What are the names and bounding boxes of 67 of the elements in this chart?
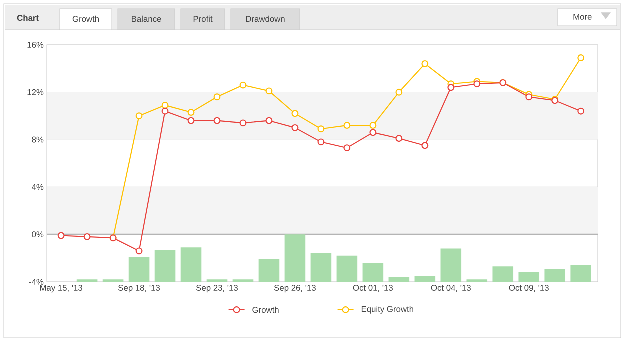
point bbox=[422, 60, 429, 68]
point bbox=[344, 122, 351, 130]
x-tick-label: May 15, '13 bbox=[40, 285, 83, 293]
point bbox=[396, 88, 403, 96]
point bbox=[474, 80, 481, 88]
y-tick-label: 4% bbox=[32, 184, 44, 190]
y-tick-label: -4% bbox=[29, 279, 44, 285]
point bbox=[266, 117, 273, 124]
bar bbox=[154, 250, 176, 282]
point bbox=[188, 117, 195, 124]
text: Balance bbox=[132, 16, 162, 22]
bar bbox=[388, 277, 410, 282]
point bbox=[266, 88, 273, 95]
point bbox=[578, 108, 585, 115]
point bbox=[214, 117, 221, 124]
y-tick-label: 8% bbox=[32, 136, 44, 143]
bar bbox=[258, 259, 280, 282]
bar bbox=[440, 248, 462, 282]
bar bbox=[336, 256, 358, 282]
bar bbox=[180, 248, 202, 282]
point bbox=[422, 142, 429, 150]
point bbox=[240, 82, 247, 89]
bar bbox=[518, 272, 540, 282]
bar bbox=[128, 257, 150, 282]
legend-label: Equity Growth bbox=[362, 306, 414, 314]
x-tick-label: Sep 18, '13 bbox=[118, 285, 160, 293]
bar bbox=[544, 268, 566, 282]
point bbox=[214, 94, 221, 101]
point bbox=[318, 126, 325, 133]
bar bbox=[310, 254, 332, 282]
point bbox=[292, 124, 299, 132]
point bbox=[396, 135, 403, 142]
point bbox=[84, 233, 91, 240]
point bbox=[292, 110, 299, 118]
y-tick-label: 0% bbox=[32, 232, 44, 238]
point bbox=[578, 54, 585, 62]
point bbox=[240, 120, 247, 127]
bar bbox=[492, 266, 514, 282]
point bbox=[58, 232, 65, 240]
bar bbox=[284, 234, 306, 282]
x-tick-label: Oct 09, '13 bbox=[509, 285, 549, 292]
text: More bbox=[574, 14, 592, 20]
bar bbox=[362, 263, 384, 282]
point bbox=[188, 109, 195, 116]
point bbox=[136, 112, 143, 120]
x-tick-label: Sep 23, '13 bbox=[196, 285, 238, 293]
point bbox=[162, 108, 169, 115]
point bbox=[370, 129, 377, 136]
point bbox=[526, 94, 533, 101]
chart-title: Chart bbox=[17, 14, 39, 22]
point bbox=[318, 138, 325, 146]
text: Growth bbox=[72, 16, 99, 22]
text: Profit bbox=[194, 16, 213, 22]
point bbox=[370, 122, 377, 130]
bar bbox=[570, 265, 592, 282]
bar bbox=[414, 276, 436, 282]
x-tick-label: Sep 26, '13 bbox=[274, 285, 316, 293]
x-tick-label: Oct 01, '13 bbox=[353, 285, 393, 292]
y-tick-label: 12% bbox=[28, 89, 44, 96]
legend-label: Growth bbox=[252, 306, 279, 314]
text: Drawdown bbox=[246, 16, 285, 22]
point bbox=[136, 248, 143, 255]
point bbox=[162, 102, 169, 109]
point bbox=[344, 144, 351, 152]
x-tick-label: Oct 04, '13 bbox=[431, 285, 471, 292]
point bbox=[448, 84, 455, 92]
y-tick-label: 16% bbox=[28, 42, 44, 48]
